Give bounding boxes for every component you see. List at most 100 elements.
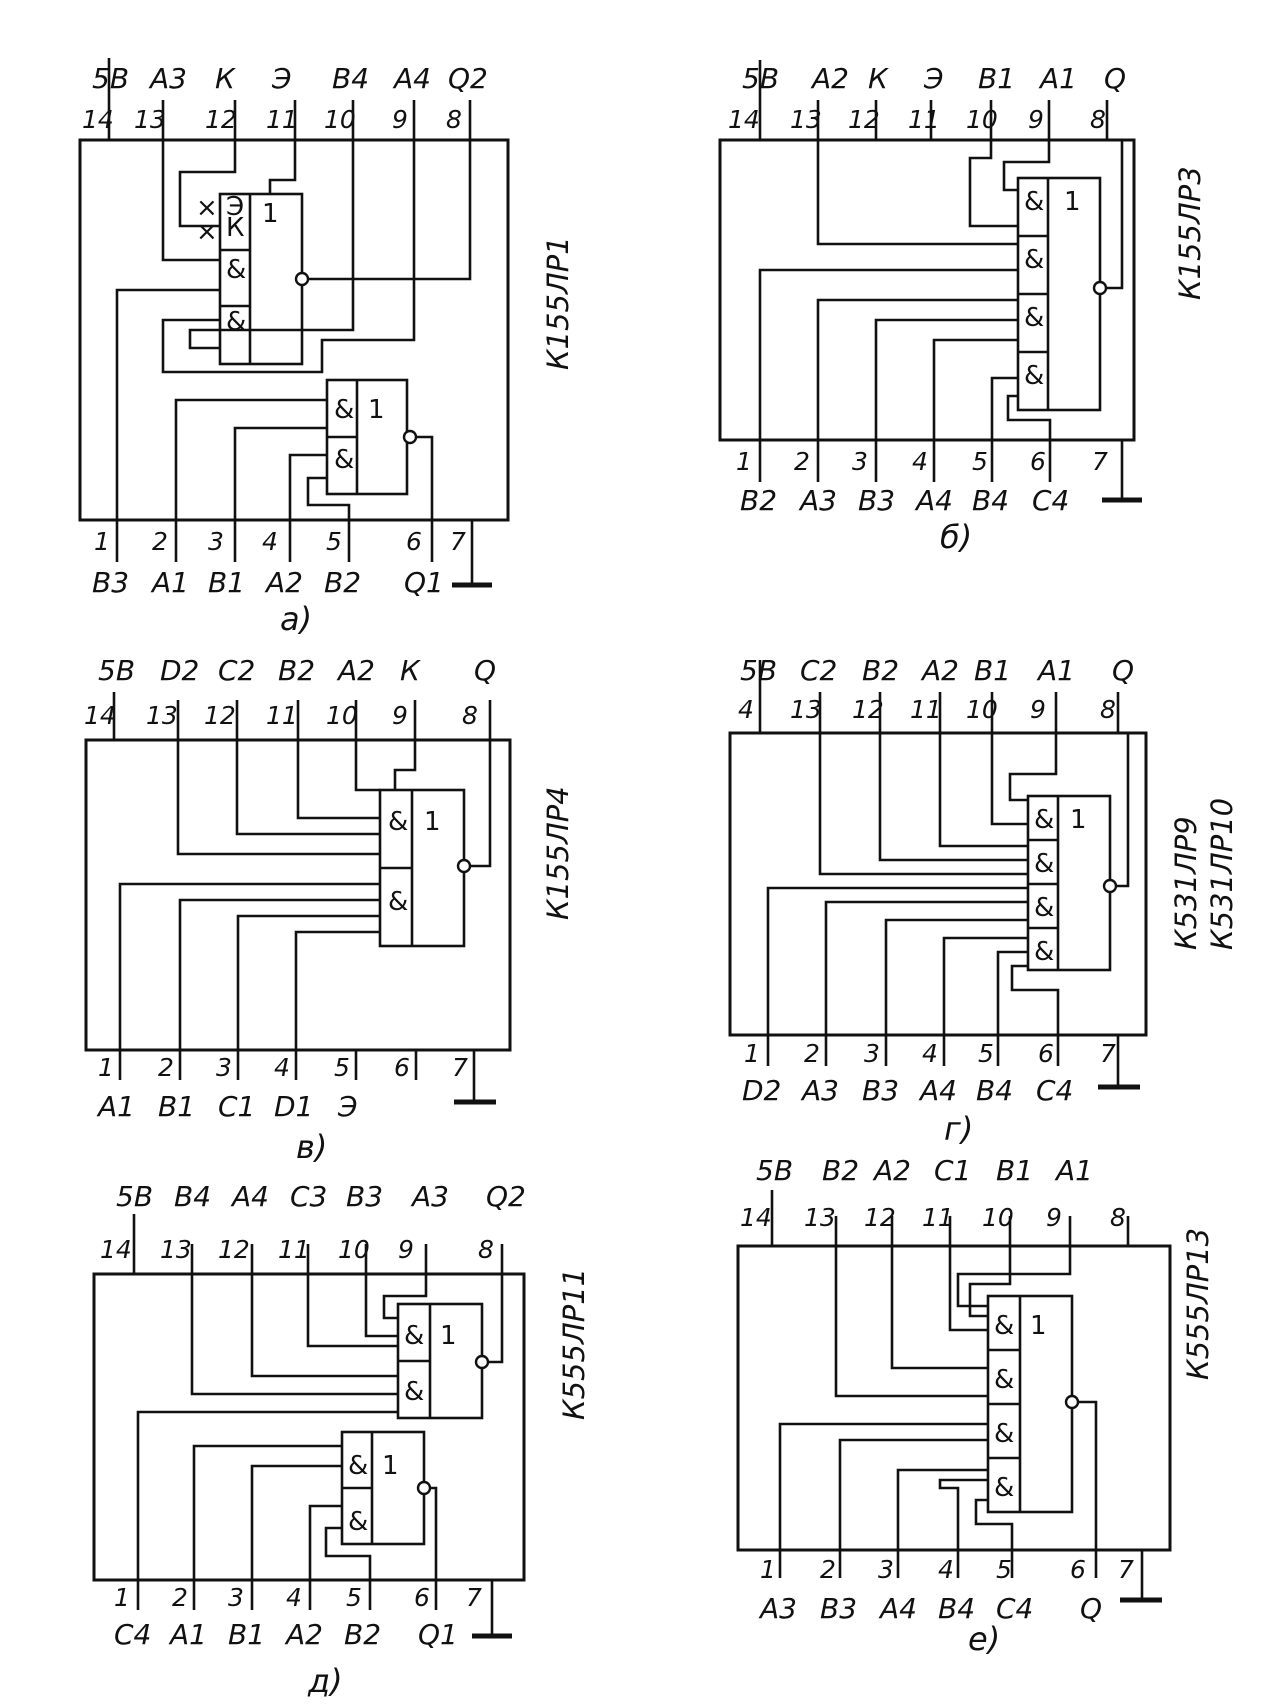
bottom-pin-signal: А2 bbox=[264, 566, 303, 599]
bottom-pin-signal: С4 bbox=[1032, 484, 1069, 517]
bottom-pin-signal: D1 bbox=[274, 1090, 313, 1123]
bottom-pin-number: 4 bbox=[938, 1555, 954, 1584]
labels-layer: 5В14А313К12Э11В410А49Q281В32А13В14А25В26… bbox=[82, 62, 1239, 1700]
bottom-pin-signal: В1 bbox=[228, 1618, 265, 1651]
chip-body bbox=[728, 731, 1148, 1037]
top-pin-number: 14 bbox=[100, 1235, 132, 1264]
top-pin-number: 11 bbox=[266, 105, 298, 134]
top-pin-signal: С2 bbox=[218, 654, 255, 687]
bottom-pin-number: 2 bbox=[820, 1555, 836, 1584]
inverter-bubble bbox=[456, 858, 472, 874]
bottom-pins bbox=[118, 1050, 496, 1105]
gate-symbol: & bbox=[1024, 245, 1044, 275]
bottom-pin-signal: А3 bbox=[800, 1074, 839, 1107]
bottom-pin-number: 6 bbox=[414, 1583, 430, 1612]
bottom-pin-number: 4 bbox=[912, 447, 928, 476]
bottom-pin-signal: С4 bbox=[1036, 1074, 1073, 1107]
top-pins bbox=[758, 60, 1109, 140]
bottom-pin-number: 3 bbox=[864, 1039, 880, 1068]
bottom-pin-number: 3 bbox=[216, 1053, 232, 1082]
top-pin-signal: С2 bbox=[800, 654, 837, 687]
top-pin-signal: Q bbox=[1112, 654, 1134, 687]
chip-designation-alt: К531ЛР10 bbox=[1205, 798, 1239, 950]
gate-symbol: & bbox=[1034, 849, 1054, 879]
top-pin-signal: Э bbox=[271, 62, 292, 95]
top-pin-number: 12 bbox=[864, 1203, 896, 1232]
chip-designation: К155ЛР1 bbox=[541, 236, 575, 370]
top-pin-signal: Q2 bbox=[486, 1180, 526, 1213]
bottom-pins bbox=[778, 1550, 1162, 1603]
bottom-pin-number: 2 bbox=[158, 1053, 174, 1082]
gate-symbol: & bbox=[1024, 361, 1044, 391]
bottom-pin-number: 5 bbox=[972, 447, 988, 476]
top-pins bbox=[112, 692, 492, 740]
gate-symbol: 1 bbox=[1064, 187, 1081, 217]
bottom-pin-signal: Э bbox=[337, 1090, 358, 1123]
bottom-pin-number: 6 bbox=[394, 1053, 410, 1082]
x-mark: × bbox=[196, 217, 218, 247]
top-pin-signal: В1 bbox=[978, 62, 1015, 95]
top-pin-number: 9 bbox=[398, 1235, 414, 1264]
bottom-pin-signal: А1 bbox=[96, 1090, 135, 1123]
top-pin-signal: В3 bbox=[346, 1180, 383, 1213]
chip-designation: К155ЛР3 bbox=[1173, 166, 1207, 300]
top-pin-number: 13 bbox=[134, 105, 166, 134]
bottom-pin-signal: А1 bbox=[150, 566, 189, 599]
gate-symbol: & bbox=[348, 1507, 368, 1537]
gate-symbol: 1 bbox=[440, 1321, 457, 1351]
bottom-pin-number: 3 bbox=[208, 527, 224, 556]
top-pin-number: 4 bbox=[738, 695, 754, 724]
inverter-bubble bbox=[474, 1354, 490, 1370]
gate-symbol: & bbox=[994, 1473, 1014, 1503]
gate-symbol: & bbox=[994, 1419, 1014, 1449]
inverter-bubble bbox=[402, 429, 418, 445]
gate-symbol: & bbox=[994, 1311, 1014, 1341]
top-pin-number: 12 bbox=[204, 701, 236, 730]
bottom-pin-number: 2 bbox=[794, 447, 810, 476]
bottom-pin-signal: С4 bbox=[114, 1618, 151, 1651]
top-pin-signal: К bbox=[400, 654, 421, 687]
panel-caption: д) bbox=[307, 1662, 343, 1700]
bottom-pin-signal: В3 bbox=[92, 566, 129, 599]
bottom-pin-number: 6 bbox=[1030, 447, 1046, 476]
top-pin-number: 13 bbox=[790, 105, 822, 134]
bottom-pin-signal: А3 bbox=[758, 1592, 797, 1625]
chip-designation: К155ЛР4 bbox=[541, 786, 575, 920]
top-pin-number: 11 bbox=[278, 1235, 310, 1264]
top-pin-number: 10 bbox=[982, 1203, 1014, 1232]
bottom-pin-number: 3 bbox=[228, 1583, 244, 1612]
top-pin-signal: В2 bbox=[862, 654, 899, 687]
bottom-pin-signal: В4 bbox=[938, 1592, 975, 1625]
top-pin-number: 11 bbox=[910, 695, 942, 724]
top-pin-number: 9 bbox=[1030, 695, 1046, 724]
top-pin-signal: А2 bbox=[810, 62, 849, 95]
top-pin-signal: Q2 bbox=[448, 62, 488, 95]
gate-symbol: & bbox=[334, 445, 354, 475]
top-pin-signal: D2 bbox=[160, 654, 199, 687]
gate-block bbox=[218, 192, 304, 366]
top-pin-signal: 5В bbox=[740, 654, 777, 687]
top-pin-number: 8 bbox=[478, 1235, 494, 1264]
top-pin-signal: А4 bbox=[230, 1180, 269, 1213]
top-pin-number: 10 bbox=[966, 695, 998, 724]
wiring bbox=[778, 1246, 1098, 1550]
top-pin-number: 8 bbox=[1110, 1203, 1126, 1232]
top-pin-number: 13 bbox=[804, 1203, 836, 1232]
top-pin-number: 13 bbox=[160, 1235, 192, 1264]
bottom-pins bbox=[766, 1035, 1140, 1090]
top-pin-number: 13 bbox=[790, 695, 822, 724]
bottom-pin-number: 6 bbox=[406, 527, 422, 556]
top-pin-number: 8 bbox=[1090, 105, 1106, 134]
top-pins bbox=[770, 1190, 1130, 1246]
chip-designation: К555ЛР11 bbox=[557, 1268, 591, 1420]
top-pin-signal: К bbox=[868, 62, 889, 95]
top-pin-number: 12 bbox=[218, 1235, 250, 1264]
bottom-pin-signal: С1 bbox=[218, 1090, 255, 1123]
wiring bbox=[115, 140, 472, 520]
bottom-pins bbox=[136, 1580, 512, 1639]
bottom-pin-number: 4 bbox=[922, 1039, 938, 1068]
panel-caption: в) bbox=[296, 1128, 327, 1166]
top-pin-signal: А2 bbox=[920, 654, 959, 687]
top-pin-number: 14 bbox=[740, 1203, 772, 1232]
